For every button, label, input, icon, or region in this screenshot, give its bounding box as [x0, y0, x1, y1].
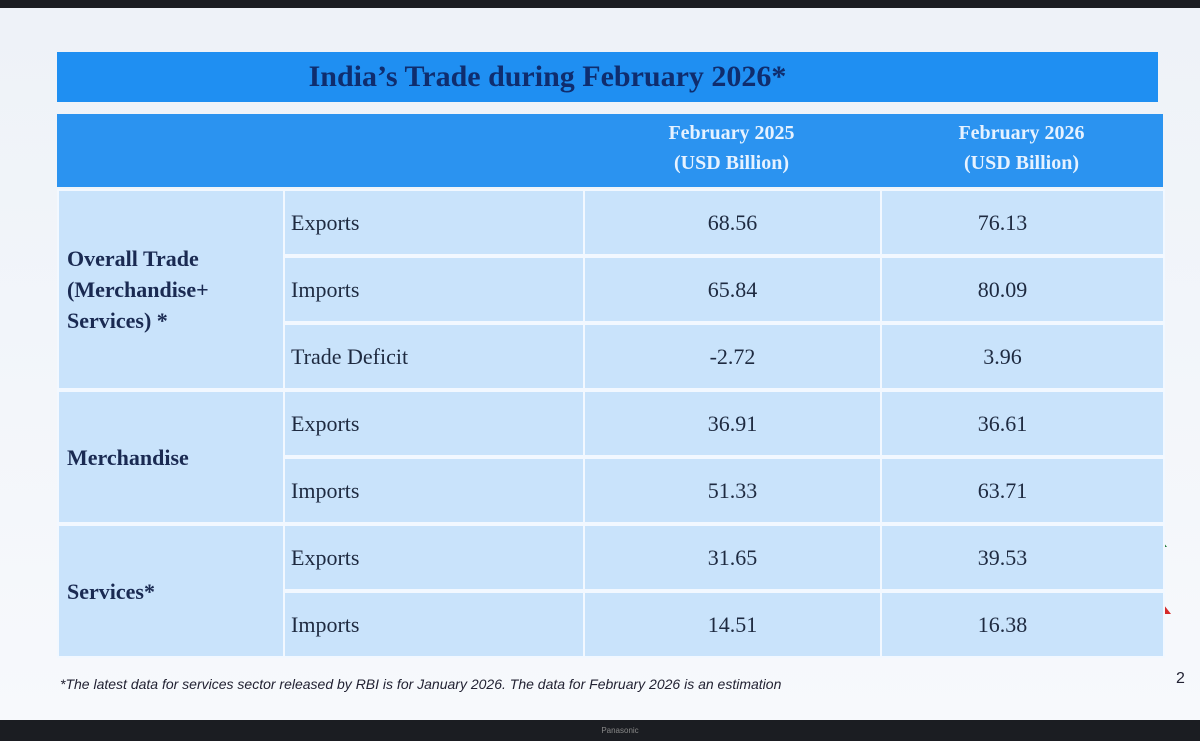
value-cell: 16.38 — [880, 591, 1165, 658]
column-header-line: (USD Billion) — [963, 152, 1080, 174]
value-cell: 65.84 — [583, 256, 882, 323]
page-number: 2 — [1176, 670, 1185, 687]
row-label: Imports — [283, 256, 585, 323]
table-header — [57, 114, 1163, 187]
column-header-line: February 2025 — [668, 122, 795, 144]
group-label-line: Overall Trade — [67, 246, 199, 271]
group-label-line: Merchandise — [67, 444, 189, 470]
value-cell: 68.56 — [583, 189, 882, 256]
column-header-line: (USD Billion) — [673, 152, 790, 174]
value-cell: -2.72 — [583, 323, 882, 390]
value-cell: 31.65 — [583, 524, 882, 591]
brand: Panasonic — [601, 726, 639, 735]
slide-title: India’s Trade during February 2026* — [308, 60, 787, 93]
row-label: Imports — [283, 457, 585, 524]
value-cell: 80.09 — [880, 256, 1165, 323]
row-label: Exports — [283, 189, 585, 256]
footnote: *The latest data for services sector rel… — [60, 676, 782, 692]
value-cell: 39.53 — [880, 524, 1165, 591]
group-label-line: Services) * — [67, 308, 168, 333]
group-label-line: (Merchandise+ — [67, 277, 209, 302]
value-cell: 51.33 — [583, 457, 882, 524]
group-label-line: Services* — [67, 578, 155, 604]
value-cell: 36.91 — [583, 390, 882, 457]
value-cell: 36.61 — [880, 390, 1165, 457]
group-cell: Overall Trade (Merchandise+ Services) * — [57, 189, 285, 390]
value-cell: 76.13 — [880, 189, 1165, 256]
group-cell: Merchandise — [57, 390, 285, 524]
value-cell: 63.71 — [880, 457, 1165, 524]
value-cell: 3.96 — [880, 323, 1165, 390]
value-cell: 14.51 — [583, 591, 882, 658]
row-label: Trade Deficit — [283, 323, 585, 390]
title-bar — [57, 52, 1158, 102]
column-header: February 2025 (USD Billion) — [582, 118, 882, 178]
column-header: February 2026 (USD Billion) — [872, 118, 1172, 178]
group-cell: Services* — [57, 524, 285, 658]
column-header-line: February 2026 — [958, 122, 1085, 144]
row-label: Exports — [283, 390, 585, 457]
row-label: Exports — [283, 524, 585, 591]
row-label: Imports — [283, 591, 585, 658]
